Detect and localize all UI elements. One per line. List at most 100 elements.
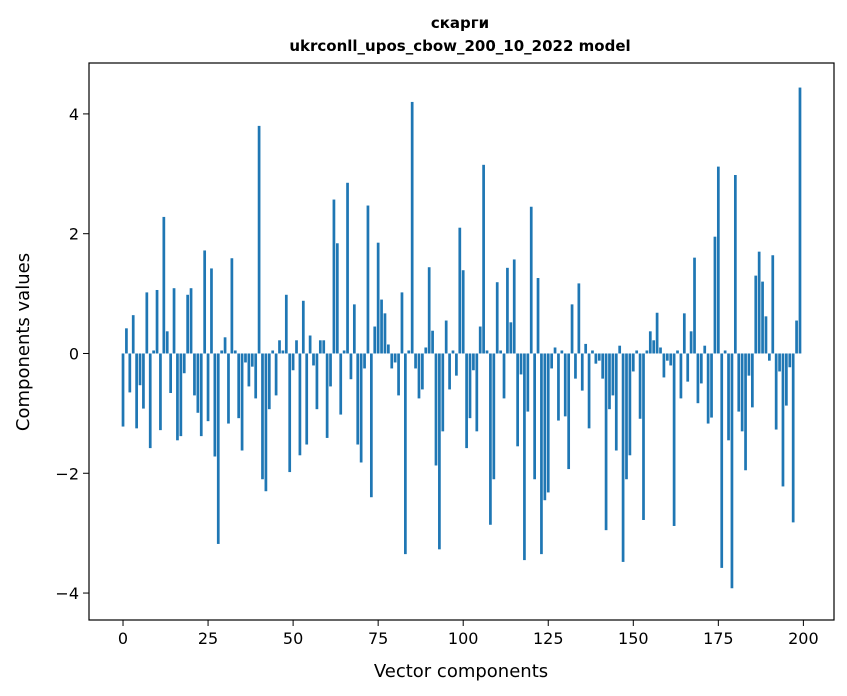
bar-5 (138, 353, 142, 386)
bar-54 (305, 353, 309, 445)
bar-187 (757, 251, 761, 354)
bar-87 (417, 353, 421, 399)
bar-71 (363, 353, 366, 369)
bar-8 (148, 353, 152, 449)
bar-100 (461, 270, 465, 354)
bar-90 (427, 267, 431, 354)
bar-97 (451, 350, 455, 354)
bar-124 (543, 353, 547, 501)
bar-58 (318, 340, 322, 354)
x-tick-label: 0 (118, 629, 128, 648)
bar-126 (550, 353, 554, 369)
bar-164 (679, 353, 683, 399)
bar-78 (387, 344, 390, 354)
bars-group (121, 87, 802, 589)
bar-9 (152, 350, 155, 354)
bar-13 (165, 331, 169, 354)
bar-148 (625, 353, 628, 480)
bar-127 (553, 347, 557, 354)
bar-180 (733, 175, 737, 354)
x-axis-ticks: 0 25 50 75 100 125 150 175 200 (118, 620, 819, 648)
bar-129 (560, 350, 564, 354)
bar-151 (635, 350, 639, 354)
bar-174 (713, 236, 717, 354)
bar-142 (604, 353, 608, 531)
bar-89 (424, 347, 428, 354)
bar-74 (373, 326, 377, 354)
bar-167 (689, 331, 693, 354)
bar-12 (162, 216, 166, 354)
bar-159 (662, 353, 666, 378)
bar-47 (281, 350, 285, 354)
bar-93 (438, 353, 441, 550)
bar-130 (563, 353, 567, 417)
bar-197 (791, 353, 795, 523)
bar-28 (216, 353, 220, 544)
bar-155 (648, 331, 652, 354)
bar-193 (778, 353, 781, 372)
bar-46 (278, 340, 281, 354)
x-tick-label: 25 (198, 629, 218, 648)
bar-191 (771, 255, 775, 354)
bar-85 (410, 101, 414, 354)
bar-171 (703, 345, 707, 354)
bar-112 (502, 353, 506, 399)
bar-135 (580, 353, 584, 391)
bar-184 (747, 353, 751, 376)
bar-39 (254, 353, 258, 399)
bar-72 (366, 205, 370, 354)
bar-31 (227, 353, 230, 424)
bar-144 (611, 353, 615, 396)
bar-92 (434, 353, 438, 466)
bar-48 (284, 294, 288, 354)
bar-157 (655, 312, 659, 354)
bar-55 (308, 335, 312, 354)
bar-104 (475, 353, 479, 432)
bar-68 (352, 304, 356, 354)
x-tick-label: 150 (618, 629, 649, 648)
bar-132 (570, 304, 574, 354)
bar-153 (642, 353, 645, 520)
bar-18 (182, 353, 186, 374)
bar-96 (448, 353, 451, 390)
bar-108 (489, 353, 492, 525)
bar-34 (237, 353, 241, 419)
y-tick-label: −2 (55, 464, 79, 483)
bar-1 (125, 328, 128, 354)
bar-91 (431, 330, 434, 354)
bar-119 (526, 353, 530, 412)
bar-194 (781, 353, 785, 487)
y-axis-ticks: −4 −2 0 2 4 (55, 105, 89, 603)
bar-122 (536, 278, 540, 354)
y-tick-label: 0 (69, 344, 79, 363)
bar-190 (768, 353, 771, 361)
bar-50 (291, 353, 295, 371)
bar-107 (485, 350, 489, 354)
bar-52 (298, 353, 302, 456)
bar-16 (176, 353, 179, 441)
y-tick-label: 4 (69, 105, 79, 124)
bar-179 (730, 353, 734, 589)
bar-181 (737, 353, 741, 412)
bar-102 (468, 353, 472, 419)
bar-70 (359, 353, 363, 463)
bar-10 (155, 289, 159, 354)
bar-103 (472, 353, 475, 371)
bar-88 (421, 353, 424, 390)
bar-199 (798, 87, 802, 354)
bar-19 (186, 294, 190, 354)
bar-32 (230, 258, 234, 354)
bar-57 (315, 353, 319, 410)
x-axis-label: Vector components (374, 661, 548, 682)
bar-0 (121, 353, 125, 427)
bar-149 (628, 353, 632, 456)
bar-139 (594, 353, 598, 364)
bar-80 (393, 353, 397, 363)
bar-60 (325, 353, 329, 438)
bar-169 (696, 353, 700, 404)
bar-36 (244, 353, 247, 363)
bar-172 (706, 353, 710, 424)
bar-101 (465, 353, 468, 449)
